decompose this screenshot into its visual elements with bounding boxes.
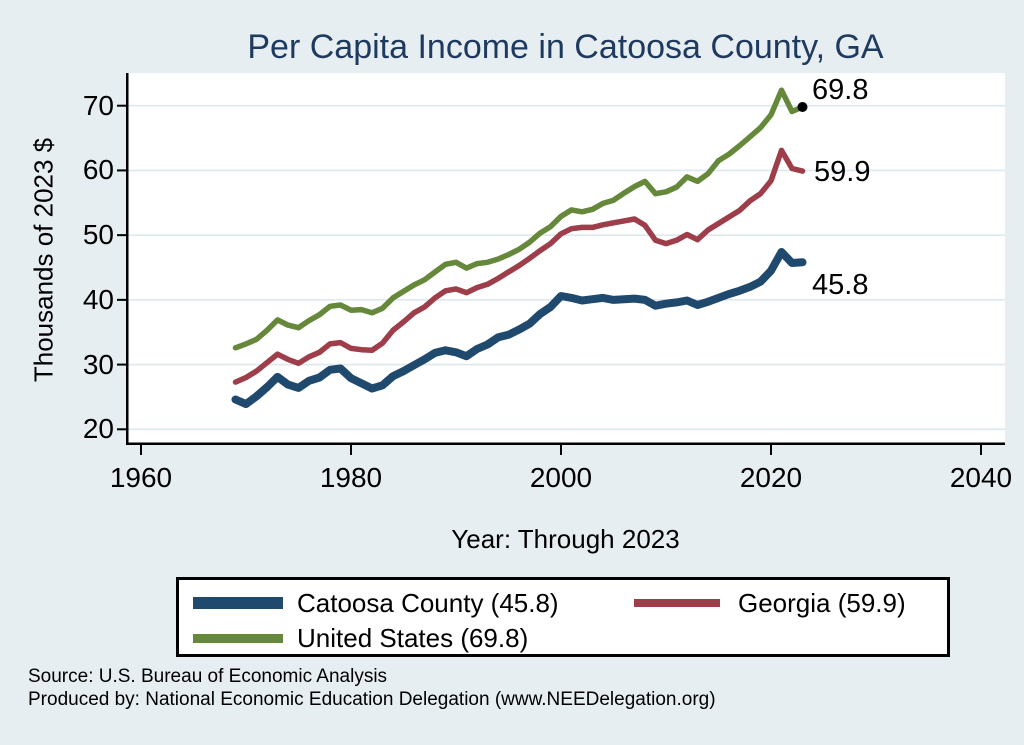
legend: Catoosa County (45.8) Georgia (59.9) Uni…: [176, 577, 950, 657]
series-line-georgia: [232, 147, 806, 385]
footer-producer: Produced by: National Economic Education…: [28, 689, 716, 710]
series-end-marker-us: [797, 101, 808, 112]
legend-item-georgia: Georgia (59.9): [634, 588, 934, 618]
y-tick-label: 50: [82, 219, 114, 251]
series-line-catoosa: [231, 248, 807, 409]
legend-label-united-states: United States (69.8): [297, 623, 529, 653]
x-tick-label: 1980: [319, 462, 383, 493]
y-tick-label: 60: [82, 154, 114, 186]
legend-label-georgia: Georgia (59.9): [738, 588, 906, 618]
y-tick-label: 40: [82, 283, 114, 315]
end-label-united-states: 69.8: [812, 74, 869, 106]
y-tick-label: 20: [82, 413, 114, 445]
end-label-catoosa-county: 45.8: [812, 269, 869, 301]
end-label-georgia: 59.9: [814, 156, 871, 188]
x-tick-label: 1960: [109, 462, 173, 493]
series-line-us: [232, 87, 806, 351]
legend-item-united-states: United States (69.8): [193, 623, 553, 653]
georgia-line-swatch: [634, 599, 720, 607]
united-states-line-swatch: [193, 634, 283, 643]
plot-svg: [117, 73, 1005, 455]
chart-title: Per Capita Income in Catoosa County, GA: [247, 28, 884, 66]
x-tick-label: 2000: [529, 462, 593, 493]
legend-label-catoosa-county: Catoosa County (45.8): [297, 588, 559, 618]
legend-item-catoosa-county: Catoosa County (45.8): [193, 588, 559, 618]
y-tick-label: 70: [82, 89, 114, 121]
footer-source: Source: U.S. Bureau of Economic Analysis: [28, 666, 388, 687]
x-tick-label: 2040: [949, 462, 1013, 493]
catoosa-line-swatch: [193, 597, 283, 609]
x-axis-title: Year: Through 2023: [451, 524, 680, 554]
x-tick-label: 2020: [739, 462, 803, 493]
y-tick-label: 30: [82, 348, 114, 380]
